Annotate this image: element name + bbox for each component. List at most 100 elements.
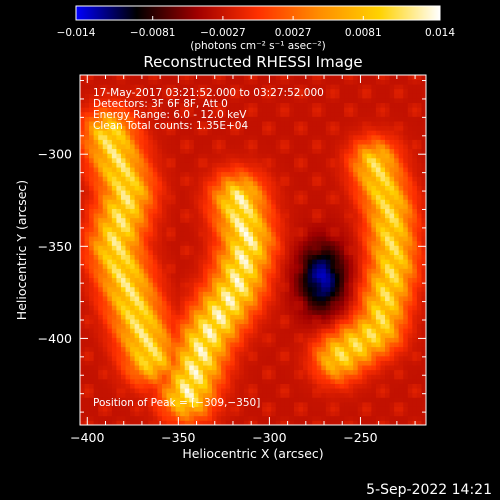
heatmap-cell (262, 273, 268, 279)
heatmap-cell (107, 369, 113, 375)
heatmap-cell (293, 342, 299, 348)
heatmap-cell (230, 240, 236, 246)
heatmap-cell (353, 355, 359, 361)
heatmap-cell (98, 180, 104, 186)
heatmap-cell (116, 134, 122, 140)
heatmap-cell (120, 203, 126, 209)
heatmap-cell (84, 176, 90, 182)
heatmap-cell (148, 420, 154, 425)
heatmap-cell (371, 323, 377, 329)
heatmap-cell (330, 337, 336, 343)
heatmap-cell (339, 374, 345, 380)
heatmap-cell (307, 397, 313, 403)
heatmap-cell (225, 84, 231, 90)
heatmap-cell (348, 185, 354, 191)
heatmap-cell (175, 153, 181, 159)
heatmap-cell (375, 337, 381, 343)
heatmap-cell (202, 75, 208, 81)
heatmap-cell (107, 222, 113, 228)
heatmap-cell (216, 240, 222, 246)
heatmap-cell (312, 383, 318, 389)
heatmap-cell (353, 157, 359, 163)
heatmap-cell (284, 190, 290, 196)
heatmap-cell (139, 245, 145, 251)
heatmap-cell (161, 420, 167, 425)
heatmap-cell (212, 351, 217, 357)
heatmap-cell (207, 319, 213, 325)
heatmap-cell (366, 254, 372, 260)
heatmap-cell (257, 282, 263, 288)
heatmap-cell (303, 351, 309, 357)
heatmap-cell (134, 116, 140, 122)
heatmap-cell (257, 406, 263, 412)
heatmap-cell (221, 88, 227, 94)
heatmap-cell (221, 111, 227, 117)
heatmap-cell (353, 383, 359, 389)
heatmap-cell (230, 208, 236, 214)
heatmap-cell (366, 406, 372, 412)
heatmap-cell (171, 323, 176, 329)
heatmap-cell (234, 79, 240, 85)
heatmap-cell (243, 208, 249, 214)
heatmap-cell (339, 277, 345, 283)
heatmap-cell (371, 93, 377, 99)
heatmap-cell (111, 406, 117, 412)
heatmap-cell (130, 217, 136, 223)
heatmap-cell (375, 415, 381, 421)
heatmap-cell (193, 406, 199, 412)
heatmap-cell (243, 291, 249, 297)
heatmap-cell (280, 144, 286, 150)
heatmap-cell (357, 144, 363, 150)
heatmap-cell (362, 346, 368, 352)
heatmap-cell (284, 194, 290, 200)
heatmap-cell (339, 259, 345, 265)
heatmap-cell (175, 360, 181, 366)
heatmap-cell (143, 406, 149, 412)
heatmap-cell (353, 406, 359, 412)
heatmap-cell (130, 309, 136, 315)
heatmap-cell (221, 116, 227, 122)
heatmap-cell (180, 250, 186, 256)
heatmap-cell (307, 148, 313, 154)
heatmap-cell (107, 171, 113, 177)
heatmap-cell (262, 199, 268, 205)
heatmap-cell (130, 323, 136, 329)
heatmap-cell (234, 121, 240, 127)
heatmap-cell (216, 300, 222, 306)
heatmap-cell (102, 157, 108, 163)
heatmap-cell (130, 415, 136, 421)
heatmap-cell (98, 217, 104, 223)
heatmap-cell (171, 176, 176, 182)
heatmap-cell (234, 411, 240, 417)
heatmap-cell (80, 369, 85, 375)
heatmap-cell (253, 323, 258, 329)
heatmap-cell (234, 194, 240, 200)
heatmap-cell (243, 406, 249, 412)
heatmap-cell (180, 167, 186, 173)
heatmap-cell (275, 176, 281, 182)
heatmap-cell (298, 388, 304, 394)
heatmap-cell (348, 374, 354, 380)
heatmap-cell (284, 337, 290, 343)
heatmap-cell (216, 365, 222, 371)
heatmap-cell (321, 102, 327, 108)
heatmap-cell (248, 268, 254, 274)
heatmap-cell (98, 286, 104, 292)
heatmap-cell (262, 351, 268, 357)
heatmap-cell (303, 323, 309, 329)
heatmap-cell (84, 378, 90, 384)
heatmap-cell (93, 139, 99, 145)
heatmap-cell (125, 180, 131, 186)
heatmap-cell (230, 144, 236, 150)
heatmap-cell (134, 231, 140, 237)
heatmap-cell (293, 291, 299, 297)
heatmap-cell (116, 111, 122, 117)
heatmap-cell (152, 378, 158, 384)
heatmap-cell (325, 401, 331, 407)
heatmap-cell (316, 392, 322, 398)
heatmap-cell (148, 305, 154, 311)
heatmap-cell (271, 406, 277, 412)
heatmap-cell (161, 383, 167, 389)
heatmap-cell (171, 365, 176, 371)
colorbar-units: (photons cm⁻² s⁻¹ asec⁻²) (190, 40, 325, 52)
